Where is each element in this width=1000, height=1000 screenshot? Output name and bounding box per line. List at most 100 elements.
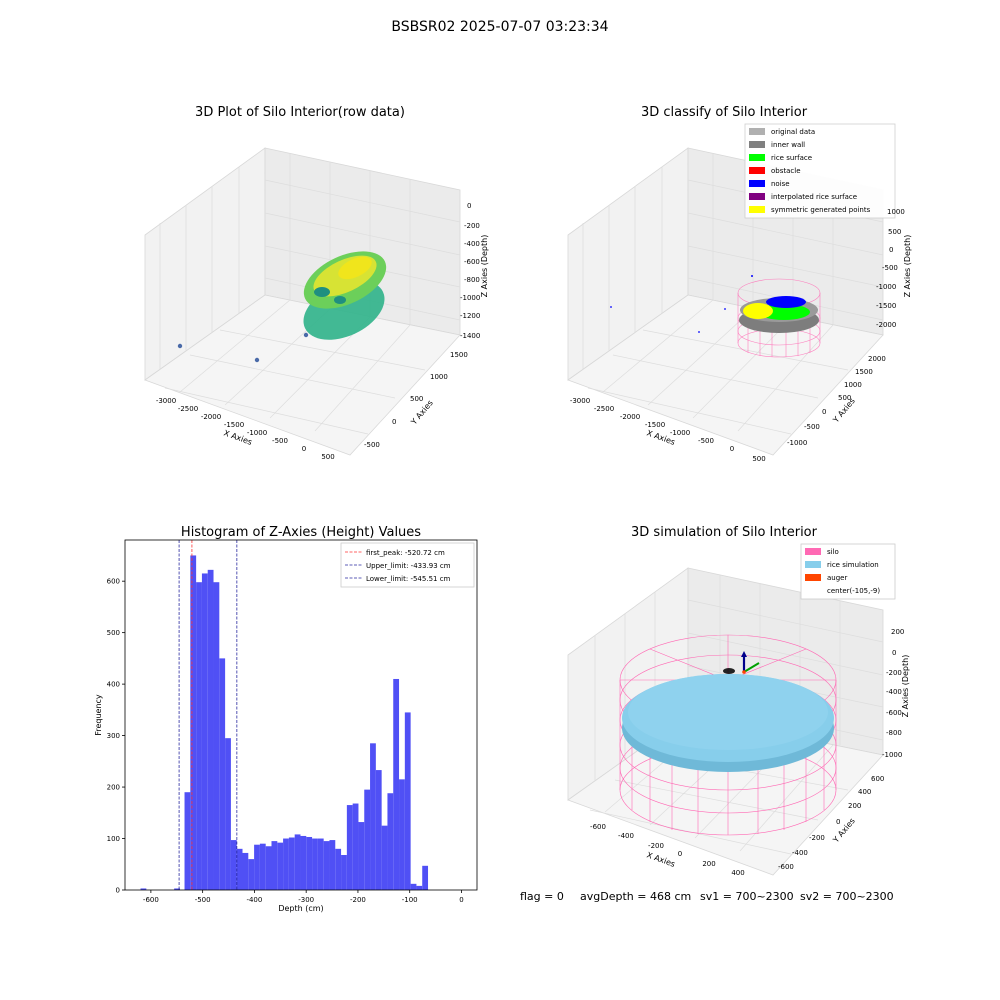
histogram-bar [259, 843, 266, 890]
histogram-y-tick-label: 0 [116, 887, 120, 895]
classify-legend-label: rice surface [771, 154, 812, 162]
raw-point-cloud [177, 251, 387, 363]
classify-y-tick: 1500 [855, 368, 873, 376]
raw-z-label: Z Axies (Depth) [480, 235, 489, 298]
classify-z-tick: 500 [888, 228, 901, 236]
classify-legend-label: noise [771, 180, 790, 188]
histogram-bar [370, 743, 376, 890]
histogram-bar [294, 834, 301, 890]
raw-z-tick: -200 [464, 222, 480, 230]
simulation-legend-item: auger [805, 574, 847, 582]
classify-x-tick: -500 [698, 437, 714, 445]
histogram-bar [230, 840, 237, 890]
histogram-bar [335, 848, 342, 890]
classify-title: 3D classify of Silo Interior [641, 105, 808, 120]
histogram-y-tick-label: 500 [107, 629, 120, 637]
raw-x-tick: 500 [321, 453, 334, 461]
simulation-z-tick: -600 [886, 709, 902, 717]
classify-z-tick-labels: 1000 500 0 -500 -1000 -1500 -2000 [876, 208, 905, 329]
simulation-legend-label: center(-105,-9) [827, 587, 880, 595]
histogram-x-ticks: -600 -500 -400 -300 -200 -100 0 [143, 890, 464, 904]
classify-y-tick-labels: -1000 -500 0 500 1000 1500 2000 [787, 355, 886, 447]
simulation-legend-item: center(-105,-9) [827, 587, 880, 595]
histogram-legend: first_peak: -520.72 cm Upper_limit: -433… [340, 542, 475, 588]
raw-x-tick: -1500 [224, 421, 244, 429]
histogram-frame [124, 539, 478, 891]
raw-title: 3D Plot of Silo Interior(row data) [195, 105, 405, 120]
histogram-y-tick-label: 400 [107, 681, 120, 689]
simulation-x-label: X Axies [645, 850, 676, 869]
simulation-y-tick: 200 [848, 802, 861, 810]
classify-x-tick: -2000 [620, 413, 640, 421]
histogram-bar [242, 852, 249, 890]
raw-y-tick: 1000 [430, 373, 448, 381]
histogram-x-tick-label: 0 [459, 896, 463, 904]
classify-x-tick: 500 [752, 455, 765, 463]
histogram-bar [288, 837, 295, 890]
classify-x-tick: -3000 [570, 397, 590, 405]
histogram-x-tick-label: -600 [143, 896, 159, 904]
histogram-bar [254, 844, 260, 890]
raw-x-tick: 0 [302, 445, 306, 453]
simulation-x-tick: -600 [590, 823, 606, 831]
histogram-bar [399, 779, 405, 890]
simulation-x-tick: 200 [702, 860, 715, 868]
classify-legend-label: original data [771, 128, 815, 136]
status-line: flag = 0 avgDepth = 468 cm sv1 = 700~230… [520, 890, 894, 903]
simulation-x-tick: 400 [731, 869, 744, 877]
simulation-z-tick: -400 [886, 688, 902, 696]
simulation-z-tick: -200 [886, 669, 902, 677]
classify-z-tick: 0 [889, 246, 893, 254]
raw-z-tick: -1400 [460, 332, 480, 340]
histogram-bar [207, 569, 214, 890]
histogram-bar [317, 838, 324, 890]
classify-y-tick: -1000 [787, 439, 807, 447]
simulation-z-tick: 0 [892, 649, 896, 657]
raw-z-tick: -1000 [460, 294, 480, 302]
classify-z-tick: 1000 [887, 208, 905, 216]
histogram-legend-first-peak: first_peak: -520.72 cm [366, 549, 445, 557]
simulation-z-tick: -800 [886, 729, 902, 737]
simulation-z-tick-labels: 200 0 -200 -400 -600 -800 -1000 [882, 628, 904, 759]
simulation-y-tick: -600 [778, 863, 794, 871]
classify-y-tick: 500 [838, 394, 851, 402]
histogram-legend-lower-limit: Lower_limit: -545.51 cm [366, 575, 451, 583]
histogram-bar [410, 883, 417, 890]
classify-x-tick: -2500 [594, 405, 614, 413]
panel-classify: 3D classify of Silo Interior [567, 105, 912, 463]
simulation-y-tick: 400 [858, 788, 871, 796]
raw-x-tick: -3000 [156, 397, 176, 405]
histogram-bar [184, 792, 191, 890]
simulation-z-tick: -1000 [882, 751, 902, 759]
histogram-bar [225, 738, 231, 890]
status-sv1: sv1 = 700~2300 [700, 890, 794, 903]
simulation-legend-label: silo [827, 548, 839, 556]
classify-x-tick: -1500 [645, 421, 665, 429]
classify-legend-item: interpolated rice surface [749, 193, 857, 201]
raw-x-tick: -2000 [201, 413, 221, 421]
histogram-y-tick-label: 300 [107, 732, 120, 740]
raw-z-tick: -1200 [460, 312, 480, 320]
histogram-bar [236, 848, 243, 890]
histogram-bar [174, 888, 180, 890]
simulation-legend-item: rice simulation [805, 561, 879, 569]
classify-x-tick-labels: -3000 -2500 -2000 -1500 -1000 -500 0 500 [570, 397, 766, 463]
histogram-bar [219, 658, 226, 890]
histogram-bar [341, 855, 347, 890]
histogram-bar [196, 582, 202, 890]
histogram-title: Histogram of Z-Axies (Height) Values [181, 525, 421, 540]
histogram-bar [265, 846, 272, 890]
histogram-bar [283, 838, 289, 890]
classify-legend-item: rice surface [749, 154, 812, 162]
raw-z-tick: -800 [464, 276, 480, 284]
classify-y-tick: 0 [822, 408, 826, 416]
histogram-y-ticks: 0 100 200 300 400 500 600 [107, 578, 125, 895]
raw-z-tick: -600 [464, 258, 480, 266]
panel-histogram: Histogram of Z-Axies (Height) Values -60… [94, 525, 478, 913]
histogram-bar [393, 678, 400, 890]
classify-legend: original data inner wall rice surface ob… [744, 123, 896, 219]
simulation-x-tick-labels: -600 -400 -200 0 200 400 [590, 823, 745, 877]
simulation-y-tick: 0 [836, 818, 840, 826]
simulation-y-tick-labels: -600 -400 -200 0 200 400 600 [778, 775, 884, 871]
